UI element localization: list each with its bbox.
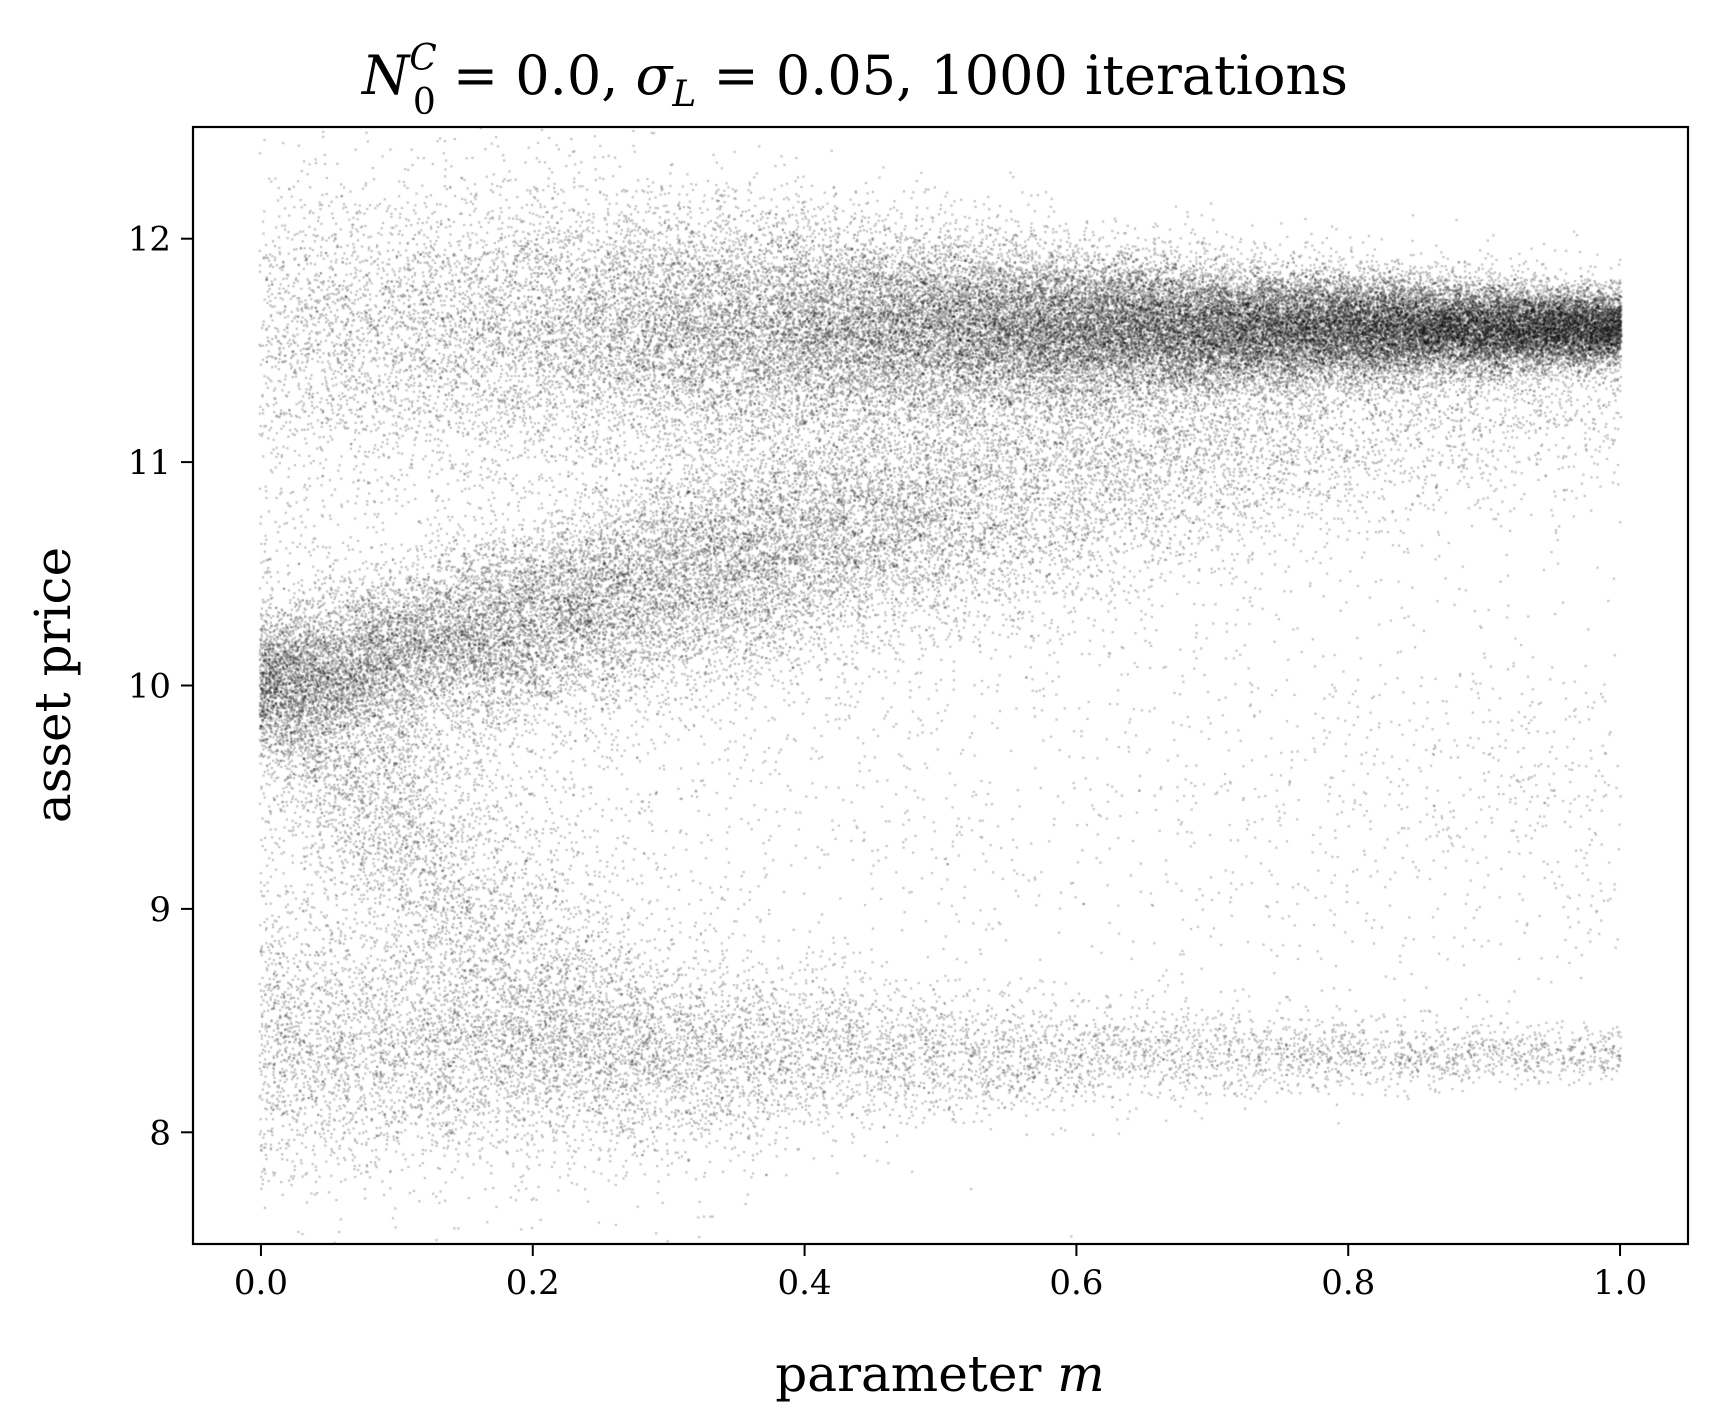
x-axis-title-text: parameter	[775, 1345, 1057, 1403]
y-tick-label: 9	[149, 890, 171, 930]
x-tick-label: 0.4	[778, 1263, 832, 1303]
title-symbol-sigma-sub: L	[671, 74, 696, 115]
y-tick-label: 12	[128, 220, 171, 260]
y-tick-label: 11	[128, 443, 171, 483]
y-axis-title: asset price	[24, 547, 82, 823]
y-axis-ticks: 8 9 10 11 12	[128, 220, 193, 1153]
title-symbol-n: N	[360, 44, 411, 107]
x-tick-label: 0.2	[506, 1263, 560, 1303]
scatter-points	[193, 127, 1688, 1244]
title-eq2: = 0.05, 1000 iterations	[696, 44, 1348, 107]
x-tick-label: 0.0	[234, 1263, 288, 1303]
y-tick-label: 10	[128, 667, 171, 707]
x-tick-label: 0.6	[1049, 1263, 1103, 1303]
x-axis-title: parameter m	[775, 1345, 1104, 1403]
title-symbol-n-sup: C	[409, 38, 437, 79]
title-eq1: = 0.0,	[436, 44, 636, 107]
x-axis-ticks: 0.0 0.2 0.4 0.6 0.8 1.0	[234, 1244, 1647, 1303]
title-symbol-n-sub: 0	[413, 82, 436, 123]
x-axis-title-var: m	[1057, 1345, 1104, 1403]
title-symbol-sigma: σ	[636, 44, 675, 107]
x-tick-label: 0.8	[1321, 1263, 1375, 1303]
plot-area	[193, 127, 1688, 1244]
scatter-point-cloud	[193, 127, 1688, 1244]
x-tick-label: 1.0	[1593, 1263, 1647, 1303]
chart-title: NC 0 = 0.0, σL = 0.05, 1000 iterations	[360, 38, 1348, 123]
y-tick-label: 8	[149, 1113, 171, 1153]
